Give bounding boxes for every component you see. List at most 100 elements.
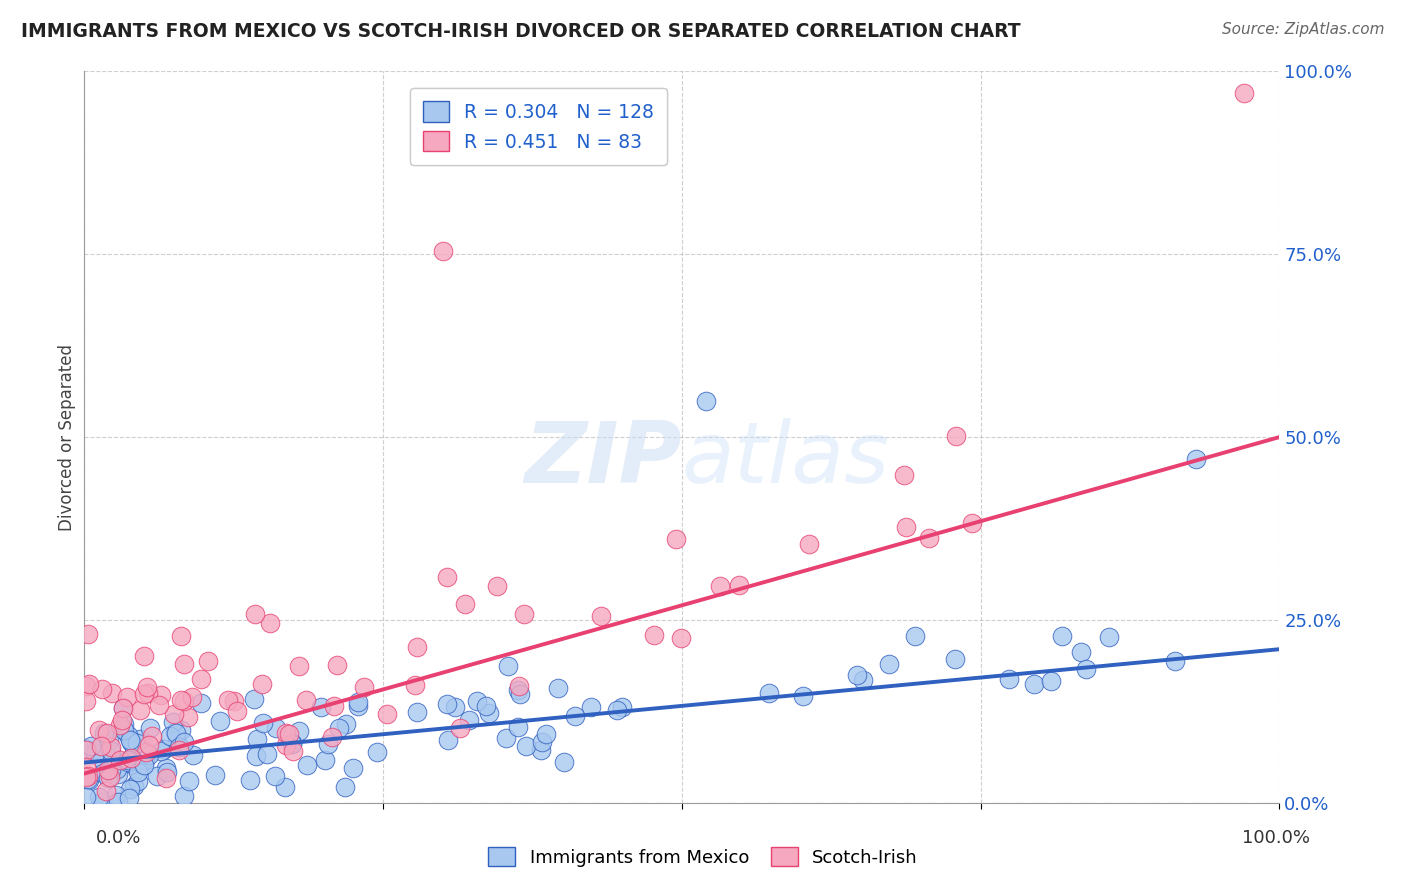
Point (100, 744, 122, 758)
Point (107, 758, 129, 772)
Point (138, 748, 160, 763)
Point (252, 677, 274, 691)
Point (245, 748, 267, 763)
Point (166, 735, 188, 749)
Point (93, 725, 115, 739)
Point (77, 677, 100, 691)
Point (375, 707, 398, 722)
Point (167, 739, 190, 754)
Legend: R = 0.304   N = 128, R = 0.451   N = 83: R = 0.304 N = 128, R = 0.451 N = 83 (409, 88, 668, 165)
Point (90, 752, 112, 766)
Point (506, 683, 529, 698)
Point (135, 680, 157, 694)
Point (342, 761, 364, 775)
Point (122, 758, 145, 772)
Point (135, 745, 157, 759)
Point (75, 760, 97, 774)
Point (283, 744, 305, 758)
Point (610, 700, 633, 714)
Point (960, 516, 983, 531)
Point (437, 732, 460, 747)
Point (436, 697, 458, 711)
Point (173, 735, 195, 749)
Point (76, 679, 98, 693)
Point (323, 699, 346, 714)
Point (643, 628, 665, 642)
Point (496, 658, 519, 673)
Point (1022, 676, 1045, 690)
Text: ZIP: ZIP (524, 417, 682, 500)
Point (181, 690, 204, 704)
Point (1163, 654, 1185, 668)
Point (274, 738, 297, 752)
Point (173, 789, 195, 804)
Point (1039, 673, 1062, 688)
Point (190, 672, 212, 686)
Point (534, 727, 557, 741)
Point (170, 723, 193, 738)
Point (75, 694, 97, 708)
Point (432, 244, 454, 258)
Point (591, 609, 613, 624)
Point (1185, 452, 1208, 467)
Point (150, 744, 173, 758)
Point (127, 736, 149, 750)
Point (297, 758, 319, 772)
Point (852, 673, 875, 688)
Point (335, 717, 357, 731)
Point (114, 756, 136, 770)
Point (77, 769, 100, 783)
Text: IMMIGRANTS FROM MEXICO VS SCOTCH-IRISH DIVORCED OR SEPARATED CORRELATION CHART: IMMIGRANTS FROM MEXICO VS SCOTCH-IRISH D… (21, 22, 1021, 41)
Point (404, 677, 426, 691)
Point (136, 686, 159, 700)
Point (311, 700, 333, 714)
Point (132, 757, 155, 772)
Point (709, 579, 731, 593)
Point (170, 630, 193, 644)
Point (139, 721, 162, 735)
Point (945, 428, 967, 442)
Text: atlas: atlas (682, 417, 890, 500)
Point (204, 768, 226, 782)
Point (112, 717, 135, 731)
Point (96, 726, 118, 740)
Point (134, 753, 156, 767)
Point (893, 467, 915, 482)
Point (108, 753, 131, 767)
Point (152, 742, 174, 756)
Point (120, 735, 142, 749)
Point (276, 725, 298, 739)
Point (252, 716, 274, 731)
Point (110, 713, 132, 727)
Point (117, 728, 139, 742)
Y-axis label: Divorced or Separated: Divorced or Separated (58, 343, 76, 531)
Point (149, 688, 172, 702)
Point (1097, 630, 1119, 644)
Point (904, 629, 927, 643)
Point (918, 531, 941, 545)
Point (281, 735, 304, 749)
Point (165, 725, 187, 739)
Point (100, 763, 122, 777)
Point (256, 747, 278, 761)
Point (274, 780, 297, 795)
Point (96, 749, 118, 764)
Point (243, 692, 266, 706)
Point (326, 657, 349, 672)
Point (105, 763, 128, 777)
Point (288, 659, 311, 673)
Point (266, 721, 288, 735)
Point (695, 393, 717, 408)
Point (104, 789, 127, 803)
Point (165, 726, 187, 740)
Point (478, 706, 501, 720)
Point (97, 733, 120, 747)
Point (243, 607, 266, 621)
Point (943, 652, 966, 666)
Point (486, 579, 509, 593)
Point (107, 795, 129, 809)
Point (509, 687, 531, 701)
Point (120, 733, 142, 747)
Point (112, 723, 135, 737)
Point (118, 781, 141, 796)
